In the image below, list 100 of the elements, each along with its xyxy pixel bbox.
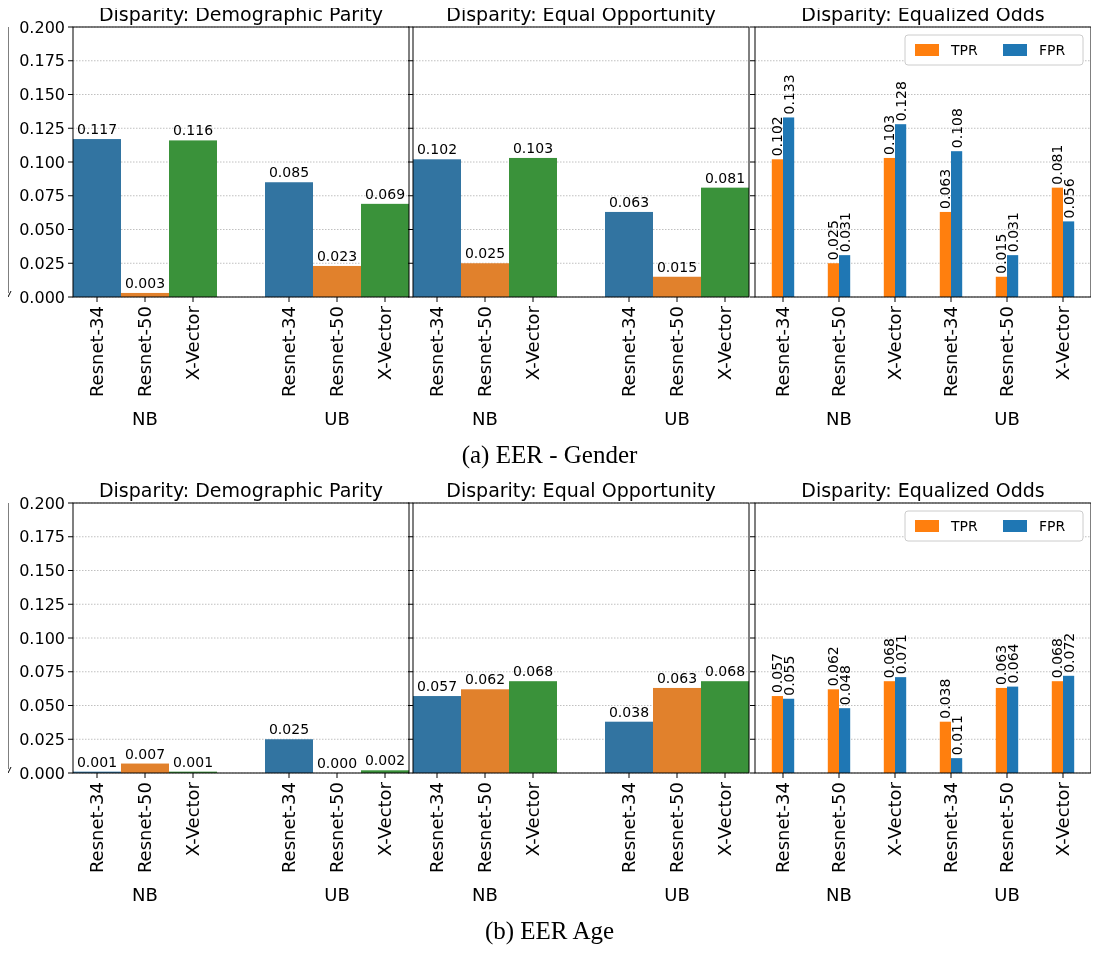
chart-title: Disparity: Demographic Parity <box>98 479 384 501</box>
y-tick-label: 0.000 <box>19 287 65 307</box>
data-label: 0.085 <box>268 164 310 181</box>
data-label: 0.001 <box>76 753 118 770</box>
data-label: 0.038 <box>608 703 650 720</box>
data-label: 0.117 <box>76 121 118 138</box>
y-tick-label: 0.075 <box>19 662 65 682</box>
text: (a) EER - Gender <box>461 441 638 469</box>
text: NB <box>472 408 498 429</box>
y-tick-label: 0.150 <box>19 85 65 105</box>
y-tick-label: 0.125 <box>19 118 65 138</box>
data-label: 0.102 <box>769 116 786 157</box>
text: NB <box>132 408 158 429</box>
x-tick-label: X-Vector <box>522 781 544 857</box>
x-tick-label: Resnet-50 <box>666 306 688 398</box>
y-tick-label: 0.200 <box>19 17 65 37</box>
data-label: 0.002 <box>364 752 406 769</box>
x-tick-label: Resnet-34 <box>426 782 448 874</box>
x-tick-label: Resnet-50 <box>828 782 850 874</box>
legend-label: FPR <box>1039 41 1066 58</box>
data-label: 0.025 <box>268 721 310 738</box>
x-tick-label: Resnet-50 <box>474 306 496 398</box>
x-tick-label: Resnet-34 <box>772 306 794 398</box>
data-label: 0.062 <box>464 671 506 688</box>
data-label: 0.063 <box>937 168 954 209</box>
text: NB <box>826 408 852 429</box>
y-tick-label: 0.000 <box>19 763 65 783</box>
x-tick-label: Resnet-50 <box>326 782 348 874</box>
y-tick-label: 0.025 <box>19 729 65 749</box>
x-tick-label: Resnet-50 <box>326 306 348 398</box>
text: NB <box>826 884 852 905</box>
x-tick-label: X-Vector <box>522 305 544 381</box>
x-tick-label: X-Vector <box>1052 305 1074 381</box>
text: UB <box>664 884 690 905</box>
data-label: 0.025 <box>464 245 506 262</box>
data-label: 0.103 <box>512 139 554 156</box>
data-label: 0.133 <box>780 74 797 115</box>
legend-label: FPR <box>1039 517 1066 534</box>
y-tick-label: 0.150 <box>19 561 65 581</box>
x-tick-label: Resnet-34 <box>618 782 640 874</box>
x-tick-label: X-Vector <box>182 305 204 381</box>
x-tick-label: Resnet-34 <box>278 782 300 874</box>
y-tick-label: 0.125 <box>19 594 65 614</box>
legend-label: TPR <box>950 517 978 534</box>
data-label: 0.102 <box>416 141 458 158</box>
y-tick-label: 0.075 <box>19 186 65 206</box>
text: UB <box>994 408 1020 429</box>
text: NB <box>132 884 158 905</box>
x-tick-label: Resnet-34 <box>86 782 108 874</box>
data-label: 0.068 <box>704 663 746 680</box>
text: (b) EER Age <box>484 917 615 945</box>
x-tick-label: X-Vector <box>884 781 906 857</box>
text: UB <box>324 884 350 905</box>
data-label: 0.116 <box>172 122 214 139</box>
data-label: 0.063 <box>656 669 698 686</box>
data-label: 0.003 <box>124 274 166 291</box>
y-tick-label: 0.025 <box>19 253 65 273</box>
y-tick-label: 0.050 <box>19 696 65 716</box>
data-label: 0.038 <box>937 678 954 719</box>
data-label: 0.007 <box>124 745 166 762</box>
x-tick-label: X-Vector <box>182 781 204 857</box>
text: UB <box>664 408 690 429</box>
data-label: 0.015 <box>656 258 698 275</box>
x-tick-label: Resnet-50 <box>996 782 1018 874</box>
x-tick-label: Resnet-34 <box>426 306 448 398</box>
y-tick-label: 0.175 <box>19 51 65 71</box>
data-label: 0.057 <box>416 678 458 695</box>
x-tick-label: X-Vector <box>714 781 736 857</box>
x-tick-label: X-Vector <box>714 305 736 381</box>
chart-title: Disparity: Equalized Odds <box>801 479 1045 501</box>
x-tick-label: Resnet-50 <box>666 782 688 874</box>
text: UB <box>994 884 1020 905</box>
data-label: 0.081 <box>704 169 746 186</box>
x-tick-label: Resnet-50 <box>134 306 156 398</box>
x-tick-label: Resnet-50 <box>996 306 1018 398</box>
data-label: 0.068 <box>512 663 554 680</box>
x-tick-label: Resnet-50 <box>828 306 850 398</box>
data-label: 0.063 <box>608 193 650 210</box>
x-tick-label: Resnet-34 <box>278 306 300 398</box>
data-label: 0.000 <box>316 755 358 771</box>
data-label: 0.001 <box>172 753 214 770</box>
data-label: 0.023 <box>316 247 358 264</box>
x-tick-label: Resnet-34 <box>772 782 794 874</box>
data-label: 0.108 <box>948 108 965 149</box>
x-tick-label: X-Vector <box>1052 781 1074 857</box>
x-tick-label: X-Vector <box>374 305 396 381</box>
y-tick-label: 0.100 <box>19 628 65 648</box>
x-tick-label: X-Vector <box>374 781 396 857</box>
y-tick-label: 0.175 <box>19 527 65 547</box>
chart-title: Disparity: Equal Opportunity <box>446 479 716 501</box>
x-tick-label: Resnet-50 <box>474 782 496 874</box>
x-tick-label: Resnet-34 <box>940 782 962 874</box>
text: UB <box>324 408 350 429</box>
y-tick-label: 0.200 <box>19 493 65 513</box>
x-tick-label: Resnet-50 <box>134 782 156 874</box>
legend-label: TPR <box>950 41 978 58</box>
y-tick-label: 0.100 <box>19 152 65 172</box>
x-tick-label: Resnet-34 <box>618 306 640 398</box>
x-tick-label: Resnet-34 <box>940 306 962 398</box>
x-tick-label: Resnet-34 <box>86 306 108 398</box>
